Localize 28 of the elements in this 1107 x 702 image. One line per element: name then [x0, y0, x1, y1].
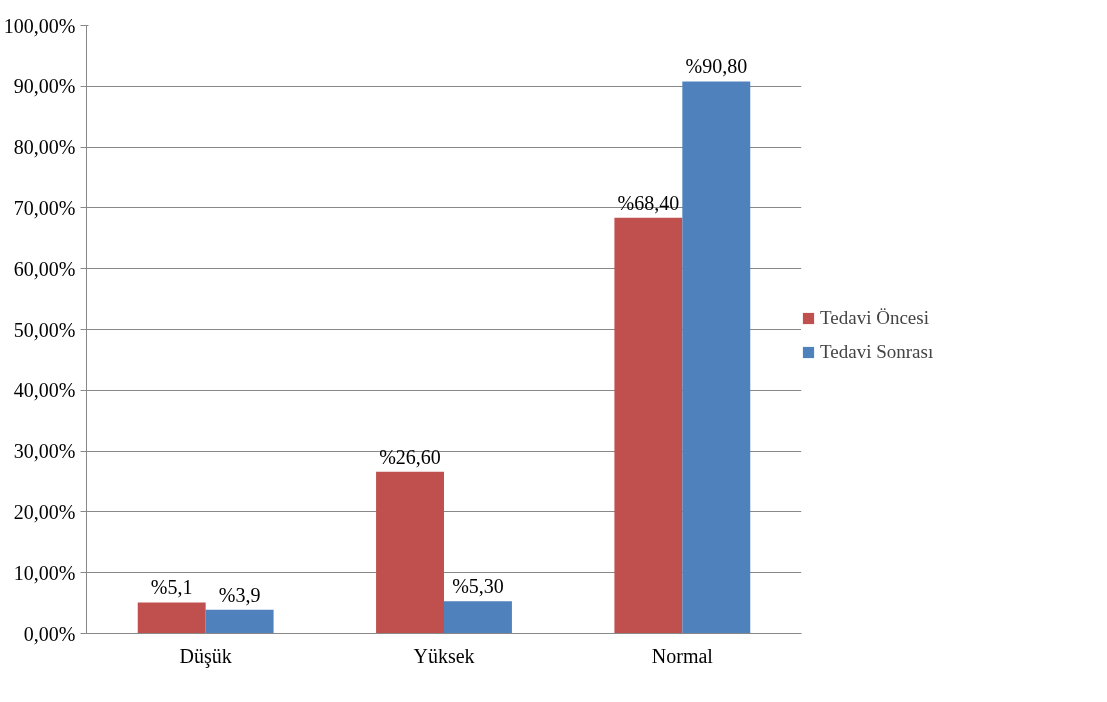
bar	[682, 81, 751, 634]
x-tick-label: Normal	[651, 644, 714, 667]
y-tick-label: 10,00%	[13, 561, 76, 584]
x-tick-label: Düşük	[179, 644, 232, 668]
y-tick-label: 20,00%	[13, 500, 76, 523]
x-tick-label: Yüksek	[413, 644, 475, 667]
bar	[614, 217, 683, 634]
bar	[376, 471, 444, 634]
y-tick-label: 70,00%	[13, 196, 76, 219]
bar	[205, 609, 274, 634]
y-tick-label: 90,00%	[13, 75, 76, 98]
y-tick-label: 50,00%	[13, 318, 76, 341]
y-tick-label: 60,00%	[13, 257, 76, 280]
y-tick-label: 0,00%	[23, 622, 76, 645]
data-label: %3,9	[218, 583, 261, 606]
legend-label: Tedavi Sonrası	[820, 341, 934, 363]
legend-label: Tedavi Öncesi	[820, 307, 929, 329]
y-tick-label: 40,00%	[13, 379, 76, 402]
data-label: %5,30	[452, 575, 504, 598]
y-tick-label: 100,00%	[3, 14, 76, 37]
data-label: %90,80	[685, 55, 748, 78]
data-label: %68,40	[617, 191, 680, 214]
data-label: %26,60	[379, 445, 441, 468]
bar	[137, 602, 206, 634]
y-tick-label: 80,00%	[13, 136, 76, 159]
data-label: %5,1	[150, 576, 193, 599]
bar	[444, 601, 512, 634]
y-tick-label: 30,00%	[13, 440, 76, 463]
